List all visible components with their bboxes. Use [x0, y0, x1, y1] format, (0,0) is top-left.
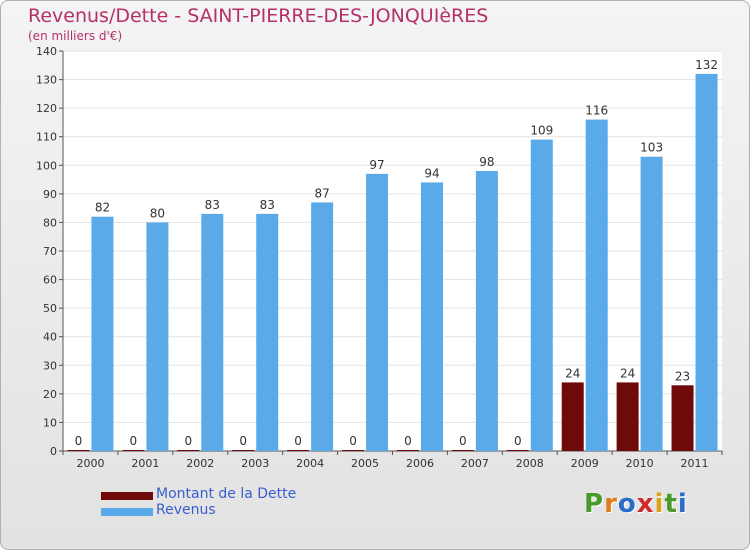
legend-swatch-dette: [101, 492, 153, 500]
data-label-revenus: 83: [260, 198, 275, 212]
chart-subtitle: (en milliers d'€): [28, 29, 123, 43]
bar-revenus: [640, 156, 663, 451]
x-tick-label: 2000: [76, 457, 104, 470]
y-tick-label: 40: [43, 331, 57, 344]
x-tick-label: 2010: [626, 457, 654, 470]
bar-revenus: [695, 73, 718, 451]
y-tick-label: 90: [43, 188, 57, 201]
bar-revenus: [366, 173, 389, 451]
chart-title: Revenus/Dette - SAINT-PIERRE-DES-JONQUIè…: [28, 5, 489, 27]
x-tick-label: 2011: [681, 457, 709, 470]
y-tick-label: 10: [43, 416, 57, 429]
bar-dette: [287, 450, 310, 451]
bar-revenus: [420, 182, 443, 451]
bar-dette: [396, 450, 419, 451]
y-tick-label: 20: [43, 388, 57, 401]
bar-dette: [232, 450, 255, 451]
bar-dette: [616, 382, 639, 451]
bar-revenus: [146, 222, 169, 451]
bar-dette: [561, 382, 584, 451]
bar-revenus: [201, 213, 224, 451]
x-tick-label: 2007: [461, 457, 489, 470]
logo-letter: t: [664, 489, 678, 519]
bar-dette: [342, 450, 365, 451]
y-tick-label: 80: [43, 216, 57, 229]
bar-revenus: [585, 119, 608, 452]
data-label-dette: 0: [75, 434, 83, 448]
data-label-dette: 0: [184, 434, 192, 448]
bar-dette: [177, 450, 200, 451]
data-label-dette: 0: [404, 434, 412, 448]
x-tick-label: 2002: [186, 457, 214, 470]
data-label-revenus: 116: [585, 104, 608, 118]
data-label-revenus: 132: [695, 58, 718, 72]
data-label-revenus: 103: [640, 141, 663, 155]
data-label-dette: 0: [459, 434, 467, 448]
bar-dette: [122, 450, 145, 451]
data-label-revenus: 82: [95, 201, 110, 215]
x-tick-label: 2006: [406, 457, 434, 470]
data-label-dette: 23: [675, 369, 690, 383]
data-label-revenus: 83: [205, 198, 220, 212]
data-label-revenus: 97: [369, 158, 384, 172]
bar-dette: [506, 450, 529, 451]
data-label-revenus: 109: [530, 124, 553, 138]
data-label-dette: 0: [239, 434, 247, 448]
logo-letter: i: [677, 489, 688, 519]
data-label-dette: 0: [514, 434, 522, 448]
bar-dette: [67, 450, 90, 451]
data-label-revenus: 94: [424, 166, 439, 180]
bar-revenus: [311, 202, 334, 451]
x-tick-label: 2009: [571, 457, 599, 470]
data-label-revenus: 87: [314, 186, 329, 200]
logo-letter: o: [617, 489, 637, 519]
legend-swatch-revenus: [101, 508, 153, 516]
y-tick-label: 130: [36, 74, 57, 87]
y-tick-label: 50: [43, 302, 57, 315]
data-label-dette: 24: [565, 366, 580, 380]
y-tick-label: 110: [36, 131, 57, 144]
y-tick-label: 70: [43, 245, 57, 258]
data-label-revenus: 80: [150, 206, 165, 220]
data-label-revenus: 98: [479, 155, 494, 169]
logo-letter: r: [604, 489, 618, 519]
y-tick-label: 0: [50, 445, 57, 458]
data-label-dette: 0: [349, 434, 357, 448]
logo-letter: x: [636, 489, 655, 519]
x-tick-label: 2004: [296, 457, 324, 470]
x-tick-label: 2005: [351, 457, 379, 470]
x-tick-label: 2003: [241, 457, 269, 470]
bar-revenus: [530, 139, 553, 452]
proxiti-logo: Proxiti: [584, 489, 688, 519]
legend-label-revenus: Revenus: [156, 502, 216, 518]
bar-revenus: [475, 171, 498, 451]
data-label-dette: 24: [620, 366, 635, 380]
data-label-dette: 0: [294, 434, 302, 448]
y-tick-label: 140: [36, 45, 57, 58]
legend-label-dette: Montant de la Dette: [156, 486, 297, 502]
bar-dette: [451, 450, 474, 451]
x-tick-label: 2001: [131, 457, 159, 470]
logo-letter: i: [654, 489, 665, 519]
y-tick-label: 60: [43, 274, 57, 287]
x-tick-label: 2008: [516, 457, 544, 470]
y-tick-label: 30: [43, 359, 57, 372]
bar-dette: [671, 385, 694, 451]
bar-revenus: [256, 213, 279, 451]
logo-letter: P: [584, 489, 605, 519]
y-tick-label: 100: [36, 159, 57, 172]
data-label-dette: 0: [130, 434, 138, 448]
y-tick-label: 120: [36, 102, 57, 115]
bar-revenus: [91, 216, 114, 451]
